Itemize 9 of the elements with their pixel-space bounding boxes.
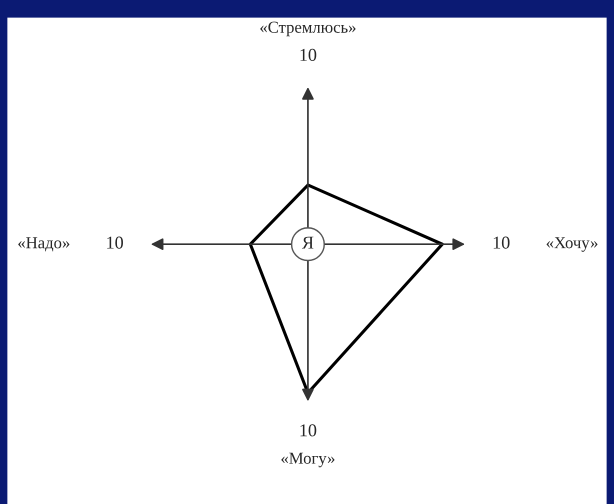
text: Я bbox=[302, 236, 314, 249]
spoke-label: «Стремлюсь» bbox=[260, 22, 356, 36]
spoke-label: «Надо» bbox=[18, 237, 70, 252]
spoke-label: «Хочу» bbox=[546, 237, 598, 252]
text: 10 bbox=[107, 236, 123, 249]
spoke-label: «Могу» bbox=[281, 452, 334, 468]
text: 10 bbox=[300, 424, 316, 436]
text: 10 bbox=[300, 48, 316, 61]
text: 10 bbox=[494, 236, 510, 249]
